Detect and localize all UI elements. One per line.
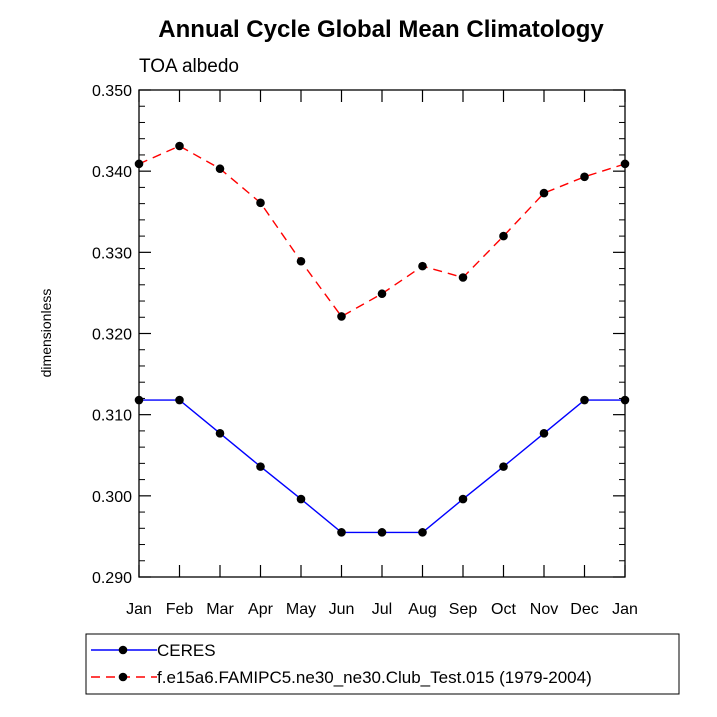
data-point (539, 429, 549, 438)
legend: CERES f.e15a6.FAMIPC5.ne30_ne30.Club_Test… (85, 633, 680, 695)
data-point (134, 159, 144, 169)
x-tick-label: Jan (612, 601, 638, 618)
series-line-1 (139, 399, 625, 534)
data-point (580, 172, 589, 182)
y-tick-label: 0.300 (92, 489, 132, 506)
x-tick-label: Aug (408, 601, 436, 618)
data-point (256, 462, 265, 471)
data-point (418, 528, 427, 537)
x-tick-label: Jan (126, 601, 152, 618)
y-tick-label: 0.350 (92, 83, 132, 100)
plot-frame (138, 89, 626, 578)
data-point (337, 528, 346, 537)
x-tick-label: Oct (491, 601, 516, 618)
data-point (499, 462, 508, 471)
legend-label-1: CERES (157, 641, 216, 660)
x-tick-label: Sep (449, 601, 478, 618)
chart-title: Annual Cycle Global Mean Climatology (158, 16, 604, 43)
legend-marker (118, 645, 128, 655)
data-point (134, 395, 144, 405)
x-tick-label: Feb (166, 601, 194, 618)
x-tick-label: Nov (530, 601, 558, 618)
y-tick-label: 0.330 (92, 245, 132, 262)
data-point (175, 395, 184, 405)
x-tick-label: Dec (570, 601, 598, 618)
data-point (458, 494, 468, 504)
y-tick-label: 0.340 (92, 164, 132, 181)
legend-box (85, 633, 680, 695)
x-tick-label: May (286, 601, 316, 618)
legend-marker (118, 672, 128, 682)
data-point (458, 273, 468, 282)
y-tick-label: 0.310 (92, 408, 132, 425)
y-tick-label: 0.320 (92, 327, 132, 344)
y-tick-label: 0.290 (92, 570, 132, 587)
data-point (539, 188, 549, 198)
x-tick-label: Jul (372, 601, 392, 618)
data-point (418, 261, 427, 271)
legend-label-2: f.e15a6.FAMIPC5.ne30_ne30.Club_Test.015 … (157, 668, 592, 687)
x-tick-label: Jun (329, 601, 355, 618)
data-point (337, 312, 346, 321)
data-point (215, 164, 225, 174)
data-point (377, 528, 387, 537)
x-tick-label: Mar (206, 601, 234, 618)
x-tick-label: Apr (248, 601, 274, 618)
data-point (377, 289, 387, 299)
chart-subtitle: TOA albedo (139, 56, 239, 77)
data-point (620, 159, 630, 169)
y-axis-label: dimensionless (38, 289, 54, 378)
data-point (256, 198, 265, 208)
data-point (296, 494, 306, 504)
data-point (215, 429, 225, 438)
data-point (499, 231, 508, 241)
data-point (580, 395, 589, 405)
data-point (175, 141, 184, 151)
data-point (620, 395, 630, 405)
data-point (296, 256, 306, 266)
plot-area: 0.290 0.300 0.310 0.320 0.330 0.340 0.350 Jan Fe… (92, 83, 638, 618)
